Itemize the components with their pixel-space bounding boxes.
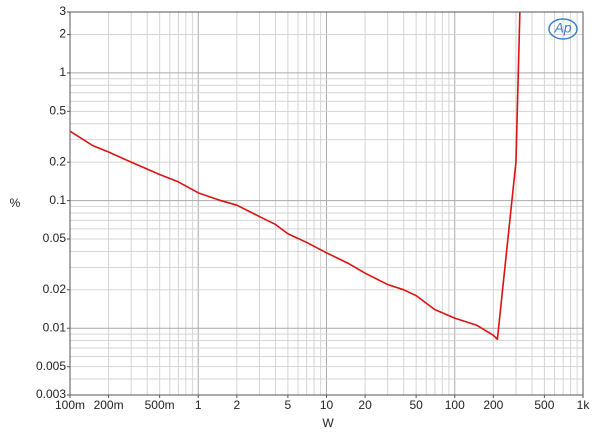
series xyxy=(70,12,521,341)
y-tick-label: 0.5 xyxy=(49,104,66,118)
grid xyxy=(70,12,583,395)
y-axis-label: % xyxy=(10,196,21,210)
x-tick-label: 5 xyxy=(285,398,292,412)
data-line xyxy=(70,12,521,341)
y-tick-label: 0.1 xyxy=(49,193,66,207)
x-tick-label: 100m xyxy=(55,398,85,412)
logo: Ap xyxy=(553,20,571,36)
y-tick-label: 0.005 xyxy=(36,359,66,373)
x-tick-label: 500m xyxy=(145,398,175,412)
x-axis-label: W xyxy=(322,416,334,430)
x-tick-label: 50 xyxy=(409,398,423,412)
x-tick-label: 100 xyxy=(445,398,465,412)
logo-group: Ap xyxy=(548,18,578,40)
y-tick-label: 2 xyxy=(59,27,66,41)
x-tick-label: 10 xyxy=(320,398,334,412)
y-tick-label: 0.01 xyxy=(43,320,67,334)
ticks: 100m 200m 500m 1 2 5 10 20 50 100 200 500 1k 0.003 0.0… xyxy=(36,4,590,412)
y-tick-label: 0.003 xyxy=(36,387,66,401)
x-tick-label: 200 xyxy=(483,398,503,412)
x-tick-label: 200m xyxy=(94,398,124,412)
y-tick-label: 0.02 xyxy=(43,282,67,296)
y-tick-label: 1 xyxy=(59,65,66,79)
plot-border xyxy=(69,11,584,396)
y-tick-label: 0.2 xyxy=(49,154,66,168)
logo-ring xyxy=(548,18,578,40)
y-tick-label: 3 xyxy=(59,4,66,18)
x-tick-label: 20 xyxy=(358,398,372,412)
x-tick-label: 2 xyxy=(234,398,241,412)
x-tick-label: 1k xyxy=(577,398,591,412)
x-tick-label: 1 xyxy=(195,398,202,412)
y-tick-label: 0.05 xyxy=(43,231,67,245)
x-tick-label: 500 xyxy=(534,398,554,412)
